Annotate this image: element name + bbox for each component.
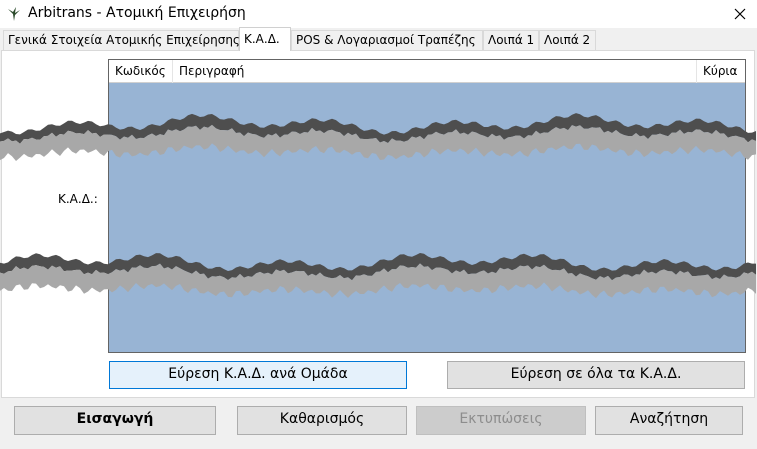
window-title: Arbitrans - Ατομική Επιχειρήση bbox=[28, 5, 246, 21]
column-header[interactable]: Κύρια bbox=[703, 64, 738, 78]
print-button: Εκτυπώσεις bbox=[416, 406, 586, 435]
tab-selected[interactable]: Κ.Α.Δ. bbox=[239, 27, 291, 51]
kad-grid[interactable]: Κωδικός Περιγραφή Κύρια bbox=[108, 59, 746, 353]
tab[interactable]: Λοιπά 2 bbox=[539, 30, 596, 50]
column-header[interactable]: Κωδικός bbox=[109, 60, 173, 83]
tab[interactable]: Λοιπά 1 bbox=[483, 30, 539, 50]
title-bar: Arbitrans - Ατομική Επιχειρήση bbox=[0, 0, 757, 28]
tear-shadow bbox=[0, 113, 756, 144]
tear-shadow bbox=[0, 253, 756, 281]
find-all-button[interactable]: Εύρεση σε όλα τα Κ.Α.Δ. bbox=[447, 361, 745, 389]
search-button[interactable]: Αναζήτηση bbox=[595, 406, 743, 435]
field-label: Κ.Α.Δ.: bbox=[58, 192, 98, 206]
tab[interactable]: Γενικά Στοιχεία Ατομικής Επιχείρησης bbox=[3, 30, 240, 50]
close-button[interactable] bbox=[734, 8, 746, 20]
clear-button[interactable]: Καθαρισμός bbox=[237, 406, 407, 435]
tab[interactable]: POS & Λογαριασμοί Τραπέζης bbox=[291, 30, 483, 50]
tear-edge bbox=[0, 263, 756, 299]
grid-header: Κωδικός Περιγραφή Κύρια bbox=[109, 60, 745, 83]
insert-button[interactable]: Εισαγωγή bbox=[14, 406, 216, 435]
tear-edge bbox=[0, 124, 756, 161]
column-header[interactable]: Περιγραφή bbox=[173, 60, 697, 83]
app-icon bbox=[8, 7, 20, 21]
find-by-group-button[interactable]: Εύρεση Κ.Α.Δ. ανά Ομάδα bbox=[109, 361, 407, 389]
